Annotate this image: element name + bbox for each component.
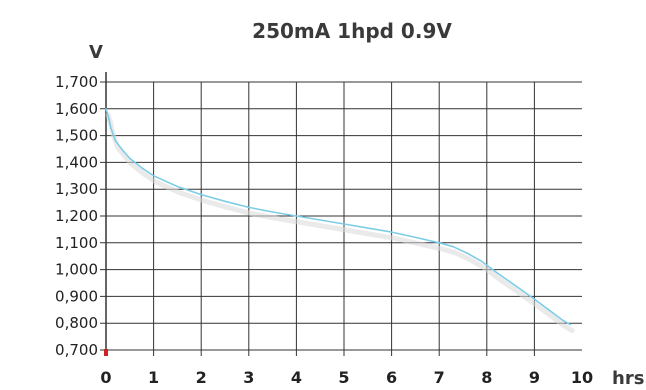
x-axis-ticks: 0 1 2 3 4 5 6 7 8 9 10	[100, 368, 593, 387]
y-tick-label: 0,900	[55, 287, 98, 305]
x-tick-label: 0	[100, 368, 111, 387]
y-tick-label: 1,500	[55, 127, 98, 145]
y-axis-unit-label: V	[89, 42, 103, 63]
x-tick-label: 3	[243, 368, 254, 387]
y-tick-label: 0,700	[55, 341, 98, 359]
chart-title: 250mA 1hpd 0.9V	[252, 19, 452, 43]
x-tick-label: 10	[571, 368, 593, 387]
y-axis-ticks: 0,700 0,800 0,900 1,000 1,100 1,200 1,300 1,400…	[55, 73, 98, 359]
origin-marker	[104, 349, 108, 356]
x-tick-label: 8	[481, 368, 492, 387]
grid	[100, 72, 582, 356]
y-tick-label: 1,000	[55, 261, 98, 279]
x-tick-label: 4	[291, 368, 302, 387]
y-tick-label: 1,300	[55, 180, 98, 198]
x-tick-label: 7	[434, 368, 445, 387]
y-tick-label: 1,600	[55, 100, 98, 118]
y-tick-label: 1,100	[55, 234, 98, 252]
x-tick-label: 1	[148, 368, 159, 387]
series-line	[105, 108, 571, 326]
x-tick-label: 9	[529, 368, 540, 387]
y-tick-label: 1,400	[55, 153, 98, 171]
x-tick-label: 5	[338, 368, 349, 387]
series-line-shadow	[105, 112, 575, 333]
y-tick-label: 1,200	[55, 207, 98, 225]
x-axis-unit-label: hrs	[612, 368, 644, 389]
series-layer	[105, 108, 575, 333]
y-tick-label: 1,700	[55, 73, 98, 91]
y-tick-label: 0,800	[55, 314, 98, 332]
x-tick-label: 6	[386, 368, 397, 387]
x-tick-label: 2	[196, 368, 207, 387]
